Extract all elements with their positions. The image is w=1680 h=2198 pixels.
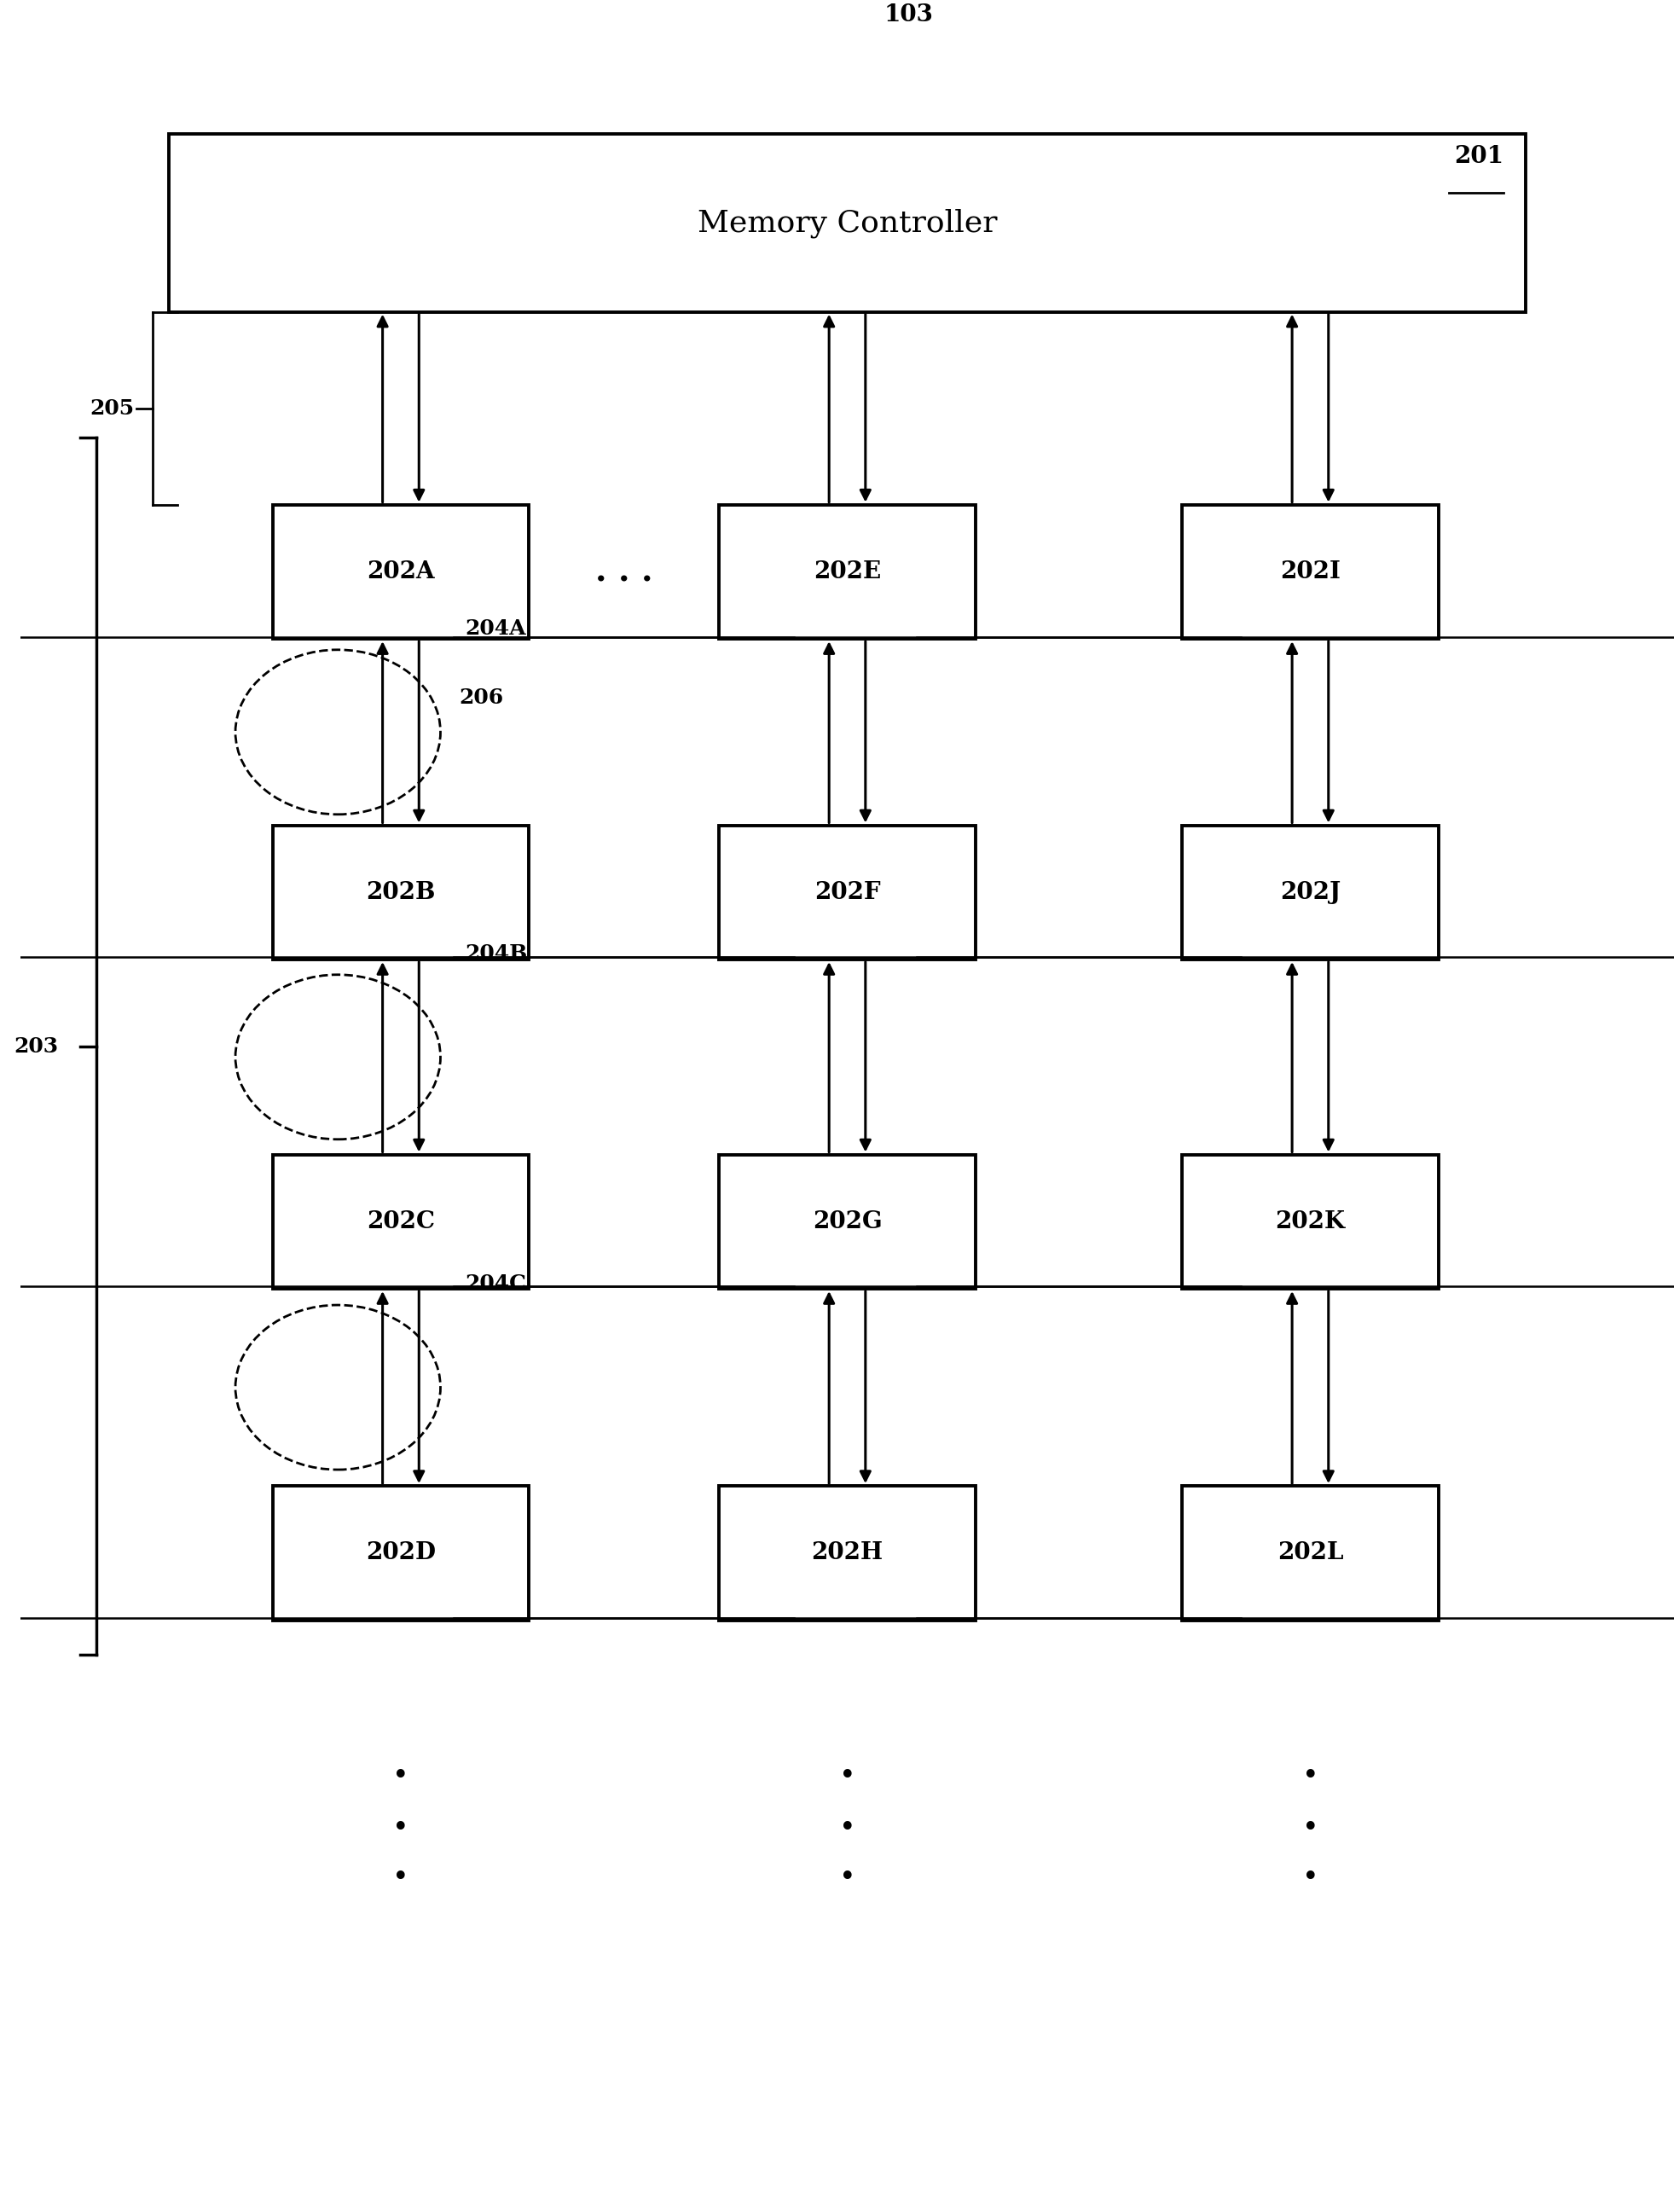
Text: . . .: . . . [595, 556, 654, 589]
Bar [719, 1154, 976, 1288]
Text: 202D: 202D [366, 1541, 435, 1565]
Text: •: • [1302, 1763, 1319, 1789]
Text: Memory Controller: Memory Controller [697, 209, 998, 237]
Bar [272, 506, 529, 640]
Bar [719, 1486, 976, 1620]
Text: 202B: 202B [366, 881, 435, 903]
Text: 206: 206 [459, 688, 502, 708]
Text: •: • [838, 1864, 855, 1892]
Text: 204A: 204A [465, 618, 526, 640]
Text: 202K: 202K [1275, 1211, 1346, 1233]
Text: •: • [393, 1864, 410, 1892]
Text: •: • [393, 1763, 410, 1789]
Text: •: • [838, 1763, 855, 1789]
Text: 103: 103 [884, 4, 932, 26]
Bar [272, 1486, 529, 1620]
Text: 202C: 202C [366, 1211, 435, 1233]
Text: 202E: 202E [813, 560, 880, 582]
Text: 203: 203 [13, 1035, 59, 1057]
Bar [1183, 824, 1438, 961]
Bar [1183, 1154, 1438, 1288]
Text: 205: 205 [91, 398, 134, 418]
Text: •: • [1302, 1864, 1319, 1892]
Text: •: • [1302, 1813, 1319, 1842]
Text: 204C: 204C [465, 1273, 526, 1295]
Text: 202H: 202H [811, 1541, 884, 1565]
Text: 202I: 202I [1280, 560, 1341, 582]
Text: 201: 201 [1455, 145, 1504, 167]
Bar [719, 506, 976, 640]
Text: 202J: 202J [1280, 881, 1341, 903]
Text: •: • [393, 1813, 410, 1842]
Bar [272, 824, 529, 961]
Text: 202L: 202L [1277, 1541, 1344, 1565]
Text: •: • [838, 1813, 855, 1842]
Bar [1183, 506, 1438, 640]
Text: 202G: 202G [813, 1211, 882, 1233]
Text: 202A: 202A [366, 560, 435, 582]
Bar [1183, 1486, 1438, 1620]
Bar [170, 134, 1525, 312]
Bar [272, 1154, 529, 1288]
Text: 204B: 204B [465, 943, 528, 965]
Bar [719, 824, 976, 961]
Text: 202F: 202F [815, 881, 880, 903]
